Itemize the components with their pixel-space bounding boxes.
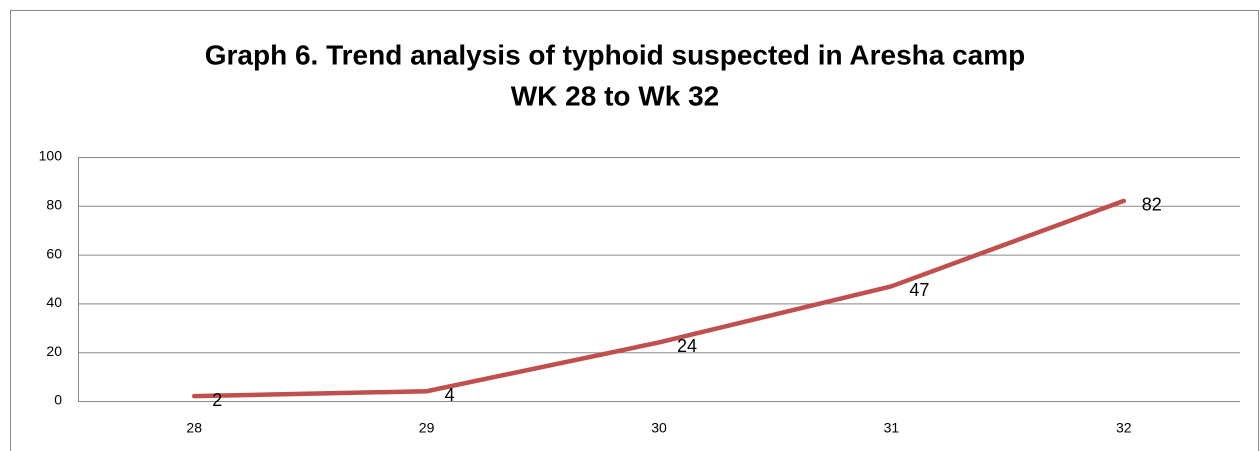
x-tick-label: 31 [884,420,900,436]
y-tick-label: 80 [46,197,62,213]
data-label: 24 [677,336,697,356]
chart-title: Graph 6. Trend analysis of typhoid suspe… [205,39,1026,70]
y-tick-label: 100 [39,148,63,164]
chart-frame [10,10,1259,451]
x-tick-label: 32 [1116,420,1132,436]
data-label: 47 [909,280,929,300]
data-label: 4 [445,385,455,405]
y-tick-label: 0 [54,392,62,408]
x-tick-label: 30 [651,420,667,436]
line-series [191,198,1127,399]
data-label: 2 [212,390,222,410]
y-tick-label: 40 [46,294,62,310]
x-tick-label: 29 [419,420,435,436]
y-tick-label: 20 [46,343,62,359]
y-tick-label: 60 [46,245,62,261]
data-label: 82 [1142,195,1162,215]
chart-subtitle: WK 28 to Wk 32 [511,80,719,111]
x-tick-label: 28 [186,420,202,436]
